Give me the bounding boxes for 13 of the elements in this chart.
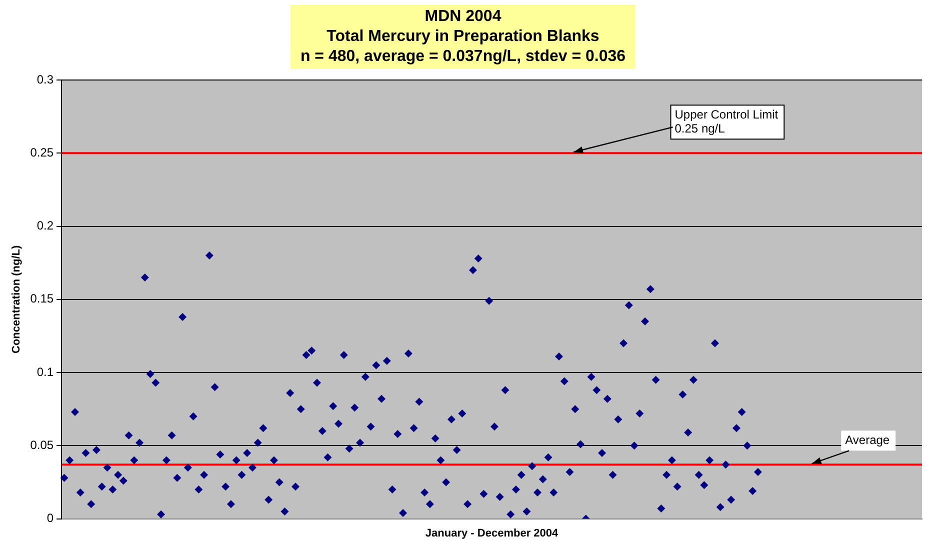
y-tick-label: 0.05 xyxy=(30,438,54,452)
y-tick-label: 0.15 xyxy=(30,292,54,306)
chart-subtitle: n = 480, average = 0.037ng/L, stdev = 0.036 xyxy=(300,47,626,67)
ref-line-label: Average xyxy=(845,432,890,447)
y-tick-label: 0.2 xyxy=(36,218,54,233)
y-tick-label: 0.25 xyxy=(30,145,54,160)
x-axis-title: January - December 2004 xyxy=(425,527,560,540)
chart-title: MDN 2004 Total Mercury in Preparation Blanks xyxy=(326,7,600,47)
y-tick-label: 0 xyxy=(46,511,54,526)
ref-line-label: Upper Control Limit 0.25 ng/L xyxy=(674,107,779,136)
y-tick-label: 0.3 xyxy=(36,72,54,86)
y-tick-label: 0.1 xyxy=(36,364,54,379)
y-axis-title: Concentration (ng/L) xyxy=(10,244,23,354)
